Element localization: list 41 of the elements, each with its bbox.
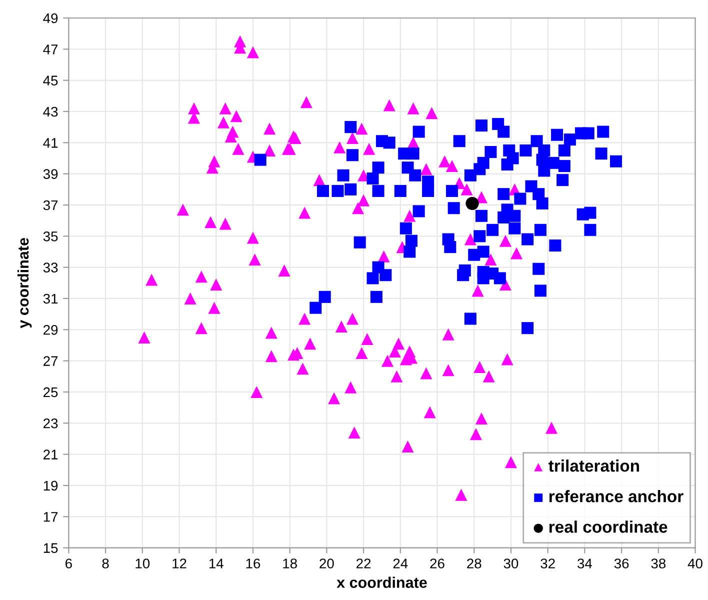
x-axis-title: x coordinate: [336, 576, 427, 588]
y-tick-label: 35: [43, 231, 58, 242]
x-tick-label: 24: [393, 558, 408, 568]
x-tick-label: 38: [651, 558, 666, 568]
x-tick-label: 32: [540, 558, 555, 568]
y-tick-label: 45: [43, 76, 58, 86]
x-tick-label: 30: [504, 558, 518, 568]
y-tick-label: 41: [43, 138, 58, 148]
x-tick-label: 8: [102, 558, 109, 568]
x-tick-label: 34: [577, 558, 592, 568]
y-tick-label: 23: [44, 418, 58, 428]
y-tick-label: 49: [43, 13, 58, 24]
x-tick-label: 22: [356, 558, 371, 568]
y-tick-label: 25: [44, 387, 58, 398]
x-tick-label: 20: [320, 558, 334, 568]
y-tick-label: 27: [44, 356, 58, 366]
y-tick-label: 31: [43, 294, 58, 304]
x-tick-label: 36: [614, 558, 629, 568]
y-tick-label: 37: [43, 200, 58, 210]
legend-label: referance anchor: [549, 490, 684, 502]
y-tick-label: 47: [43, 44, 58, 54]
x-tick-label: 28: [467, 558, 482, 568]
y-tick-label: 43: [43, 106, 58, 117]
x-tick-label: 12: [172, 558, 186, 568]
x-tick-label: 40: [688, 558, 702, 568]
y-tick-label: 29: [44, 324, 58, 335]
y-tick-label: 33: [43, 262, 58, 272]
y-tick-label: 17: [44, 512, 58, 522]
y-tick-label: 15: [44, 543, 58, 553]
x-tick-label: 18: [283, 558, 297, 568]
legend-label: real coordinate: [549, 520, 668, 533]
x-tick-label: 10: [136, 558, 150, 568]
legend-label: trilateration: [548, 460, 640, 472]
y-tick-label: 19: [44, 480, 58, 491]
y-tick-label: 21: [44, 450, 58, 460]
y-tick-label: 39: [43, 169, 58, 179]
x-tick-label: 14: [209, 558, 224, 568]
y-axis-title: y coordinate: [17, 238, 32, 328]
x-tick-label: 6: [66, 558, 72, 568]
x-tick-label: 26: [430, 558, 444, 568]
x-tick-label: 16: [246, 558, 260, 568]
